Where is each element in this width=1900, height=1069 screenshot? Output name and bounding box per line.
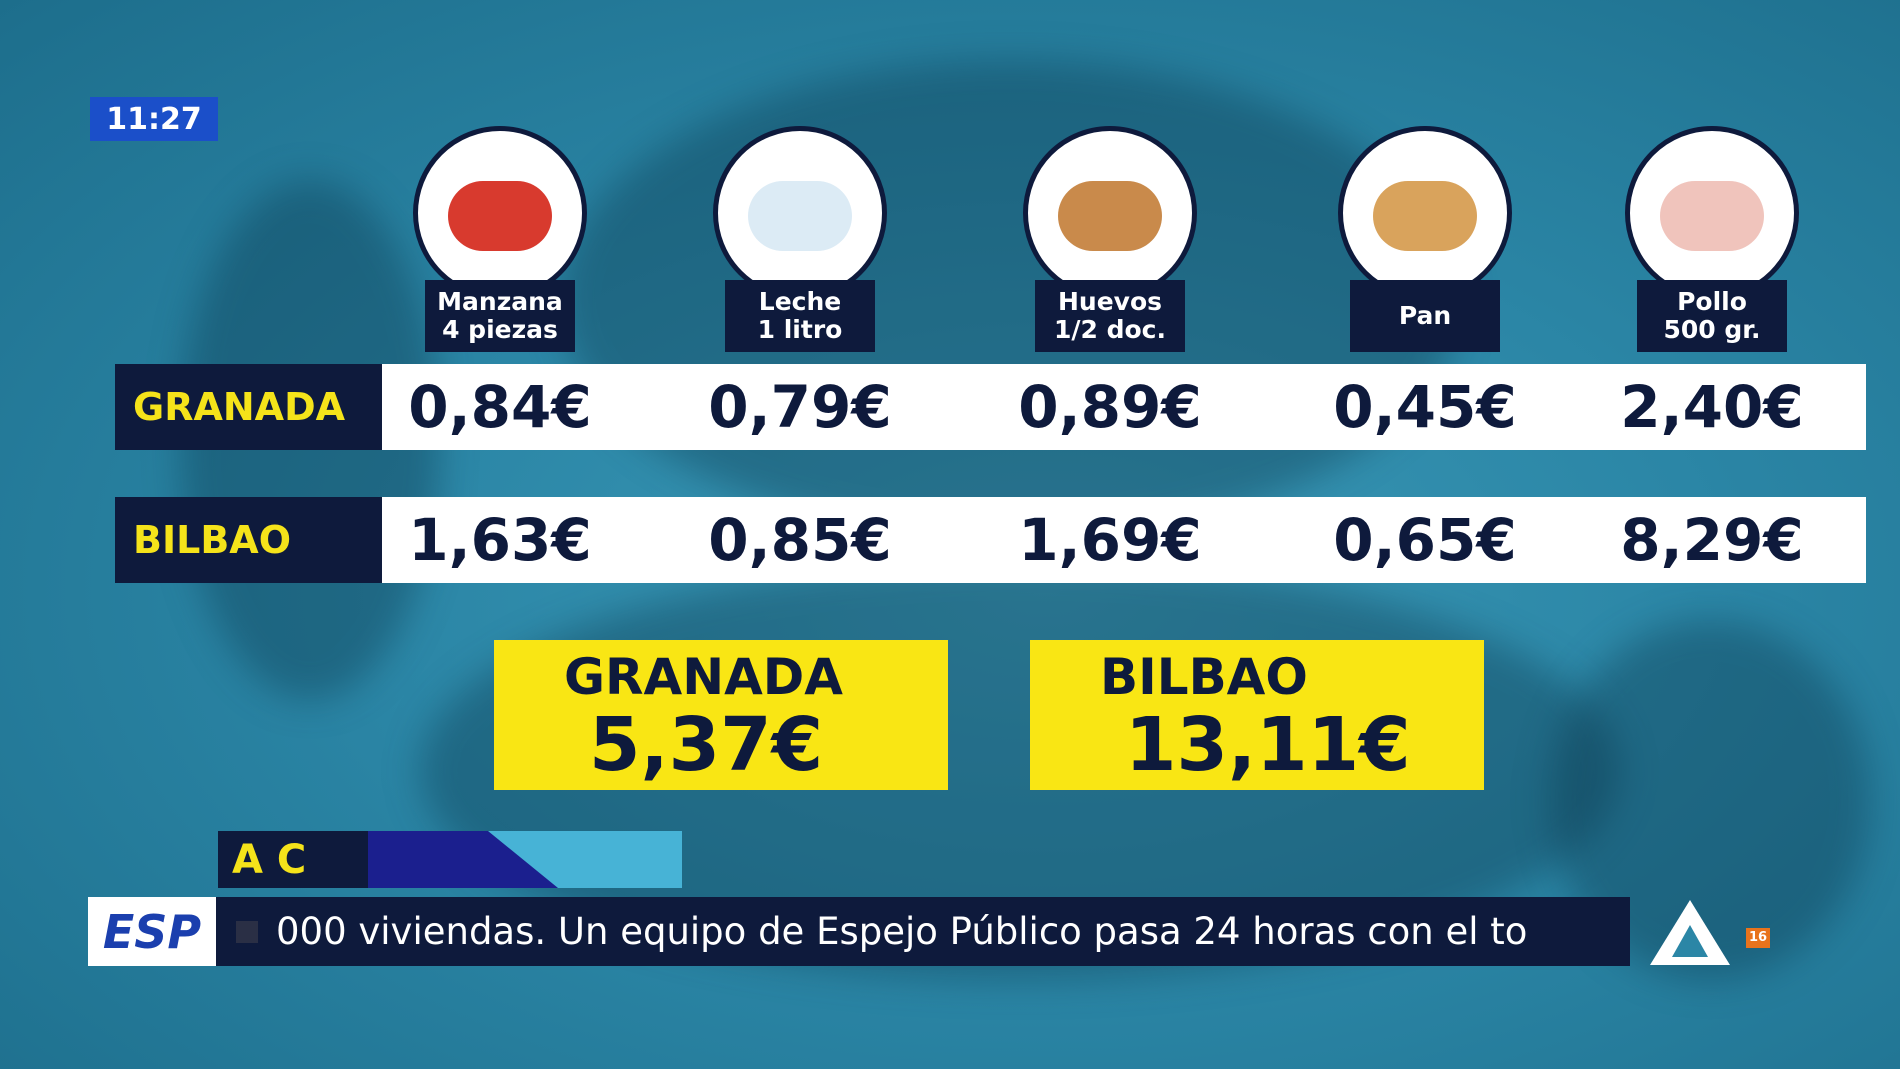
- price-cell: 0,85€: [708, 506, 892, 574]
- lower-third-block: [218, 831, 378, 888]
- channel-logo-esp: ESP: [88, 897, 216, 966]
- product-label: Manzana 4 piezas: [425, 280, 575, 352]
- lower-third: A C: [218, 831, 682, 888]
- product-name: Pollo: [1677, 287, 1747, 316]
- product-illustration: [1058, 181, 1162, 251]
- total-city: BILBAO: [1100, 648, 1308, 706]
- product-label: Pollo 500 gr.: [1637, 280, 1787, 352]
- age-rating: 16: [1746, 928, 1770, 948]
- product-name: Pan: [1398, 301, 1452, 330]
- price-cell: 1,69€: [1018, 506, 1202, 574]
- city-label: BILBAO: [115, 497, 382, 583]
- lower-third-text: A C: [232, 837, 307, 883]
- product-label: Huevos 1/2 doc.: [1035, 280, 1185, 352]
- product-image: [1625, 126, 1799, 300]
- product-detail: 500 gr.: [1663, 315, 1761, 344]
- logo-hole: [1672, 925, 1708, 957]
- product-detail: 4 piezas: [442, 315, 558, 344]
- price-cell: 0,45€: [1333, 373, 1517, 441]
- total-value: 5,37€: [589, 702, 824, 788]
- product-detail: 1/2 doc.: [1053, 315, 1166, 344]
- product-image: [1338, 126, 1512, 300]
- background-shape: [560, 60, 1460, 540]
- wedge: [368, 831, 558, 888]
- lower-third-wedge: [368, 831, 558, 888]
- product-label: Pan: [1350, 280, 1500, 352]
- price-row: BILBAO 1,63€ 0,85€ 1,69€ 0,65€ 8,29€: [115, 497, 1866, 583]
- price-row: GRANADA 0,84€ 0,79€ 0,89€ 0,45€ 2,40€: [115, 364, 1866, 450]
- total-box: BILBAO 13,11€: [1030, 640, 1484, 790]
- product-name: Manzana: [437, 287, 563, 316]
- product-illustration: [448, 181, 552, 251]
- ticker-bullet: [236, 920, 258, 943]
- product-detail: 1 litro: [757, 315, 843, 344]
- price-cell: 0,79€: [708, 373, 892, 441]
- product-illustration: [1660, 181, 1764, 251]
- product-name: Leche: [758, 287, 842, 316]
- clock: 11:27: [90, 97, 218, 141]
- city-label: GRANADA: [115, 364, 382, 450]
- price-cell: 0,84€: [408, 373, 592, 441]
- total-city: GRANADA: [564, 648, 843, 706]
- product-name: Huevos: [1057, 287, 1163, 316]
- product-image: [713, 126, 887, 300]
- product-image: [413, 126, 587, 300]
- price-cell: 8,29€: [1620, 506, 1804, 574]
- price-cell: 2,40€: [1620, 373, 1804, 441]
- price-cell: 0,65€: [1333, 506, 1517, 574]
- news-ticker: 000 viviendas. Un equipo de Espejo Públi…: [216, 897, 1630, 966]
- product-illustration: [1373, 181, 1477, 251]
- total-value: 13,11€: [1125, 702, 1411, 788]
- product-illustration: [748, 181, 852, 251]
- price-cell: 1,63€: [408, 506, 592, 574]
- ticker-text: 000 viviendas. Un equipo de Espejo Públi…: [276, 910, 1528, 953]
- product-image: [1023, 126, 1197, 300]
- antena3-logo: [1650, 900, 1730, 965]
- product-label: Leche 1 litro: [725, 280, 875, 352]
- price-cell: 0,89€: [1018, 373, 1202, 441]
- total-box: GRANADA 5,37€: [494, 640, 948, 790]
